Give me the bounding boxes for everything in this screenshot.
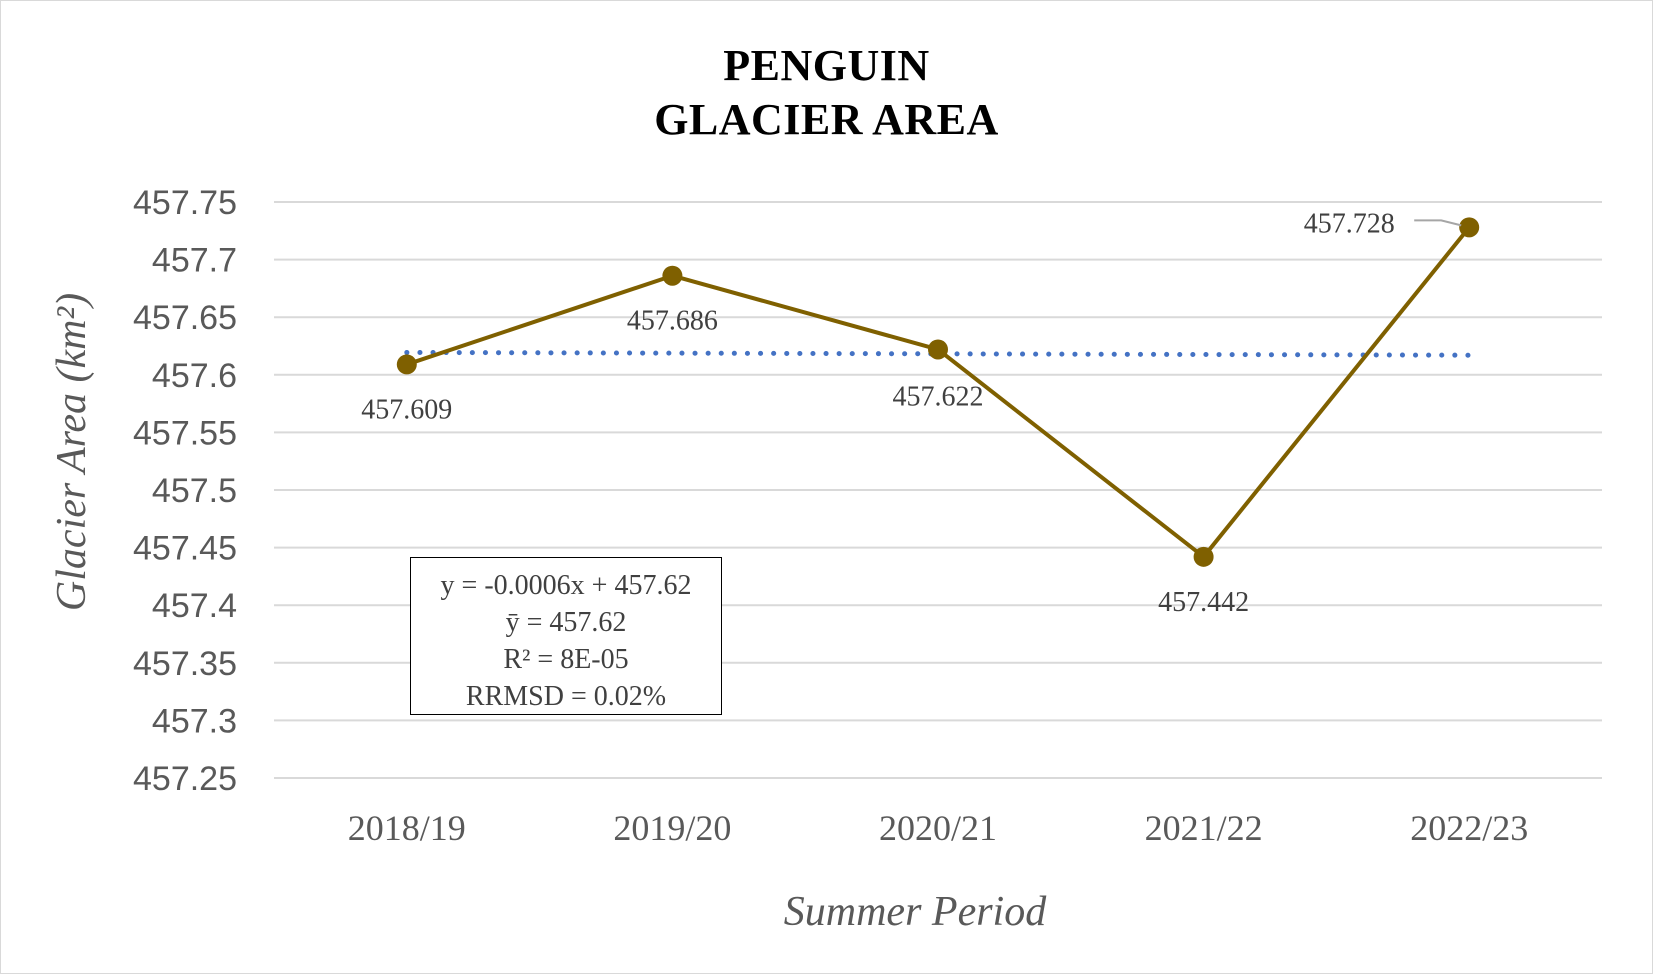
data-point bbox=[396, 354, 417, 375]
data-point bbox=[1459, 217, 1480, 238]
data-label: 457.728 bbox=[1304, 208, 1395, 239]
y-tick-label: 457.4 bbox=[152, 587, 237, 625]
x-tick-label: 2020/21 bbox=[879, 808, 997, 848]
x-tick-label: 2018/19 bbox=[348, 808, 466, 848]
stats-mean: ȳ = 457.62 bbox=[505, 607, 627, 638]
y-tick-label: 457.6 bbox=[152, 357, 237, 395]
x-tick-label: 2019/20 bbox=[613, 808, 731, 848]
y-tick-label: 457.35 bbox=[133, 645, 237, 683]
chart-title-line-1: PENGUIN bbox=[723, 41, 930, 90]
chart-title-line-2: GLACIER AREA bbox=[654, 95, 999, 144]
data-label-leader-line bbox=[1414, 219, 1462, 227]
y-tick-label: 457.55 bbox=[133, 414, 237, 452]
x-tick-label: 2022/23 bbox=[1410, 808, 1528, 848]
data-point bbox=[1193, 546, 1214, 567]
x-tick-label: 2021/22 bbox=[1145, 808, 1263, 848]
data-label: 457.609 bbox=[361, 394, 452, 425]
y-tick-label: 457.7 bbox=[152, 242, 237, 280]
data-label: 457.686 bbox=[627, 306, 718, 337]
data-point bbox=[662, 265, 683, 286]
y-tick-label: 457.3 bbox=[152, 702, 237, 740]
data-label: 457.442 bbox=[1158, 587, 1249, 618]
y-tick-label: 457.75 bbox=[133, 184, 237, 222]
regression-stats-box: y = -0.0006x + 457.62 ȳ = 457.62 R² = 8E… bbox=[410, 557, 722, 715]
stats-equation: y = -0.0006x + 457.62 bbox=[440, 570, 692, 601]
stats-r-squared: R² = 8E-05 bbox=[503, 644, 629, 675]
y-tick-label: 457.25 bbox=[133, 760, 237, 798]
y-tick-label: 457.65 bbox=[133, 299, 237, 337]
y-tick-label: 457.5 bbox=[152, 472, 237, 510]
stats-rrmsd: RRMSD = 0.02% bbox=[465, 681, 667, 712]
data-point bbox=[928, 339, 948, 360]
y-tick-label: 457.45 bbox=[133, 530, 237, 568]
x-axis-label: Summer Period bbox=[783, 889, 1047, 935]
data-label: 457.622 bbox=[893, 381, 984, 412]
